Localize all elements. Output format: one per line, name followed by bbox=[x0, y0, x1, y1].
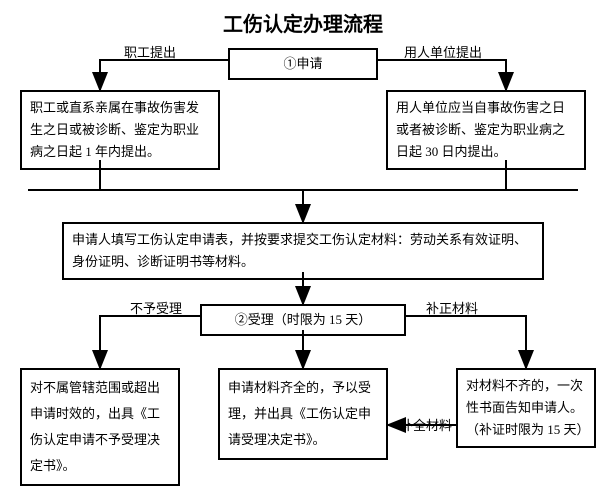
node-submit-materials: 申请人填写工伤认定申请表，并按要求提交工伤认定材料：劳动关系有效证明、身份证明、… bbox=[62, 222, 544, 280]
node-accept: ②受理（时限为 15 天） bbox=[200, 304, 406, 336]
node-employee-apply: 职工或直系亲属在事故伤害发生之日或被诊断、鉴定为职业病之日起 1 年内提出。 bbox=[20, 90, 220, 170]
node-accept-decision: 申请材料齐全的，予以受理，并出具《工伤认定申请受理决定书》。 bbox=[218, 368, 388, 460]
label-supplement: 补正材料 bbox=[426, 298, 478, 317]
node-employer-apply: 用人单位应当自事故伤害之日或者被诊断、鉴定为职业病之日起 30 日内提出。 bbox=[386, 90, 586, 170]
page-title: 工伤认定办理流程 bbox=[0, 8, 606, 37]
node-incomplete-notice: 对材料不齐的，一次性书面告知申请人。（补证时限为 15 天） bbox=[456, 368, 596, 448]
label-supplement2: 补全材料 bbox=[400, 415, 452, 434]
label-employer-path: 用人单位提出 bbox=[404, 42, 482, 61]
label-reject: 不予受理 bbox=[130, 298, 182, 317]
node-apply: ①申请 bbox=[228, 48, 378, 80]
label-employee-path: 职工提出 bbox=[124, 42, 176, 61]
node-reject-decision: 对不属管辖范围或超出申请时效的，出具《工伤认定申请不予受理决定书》。 bbox=[20, 368, 180, 486]
